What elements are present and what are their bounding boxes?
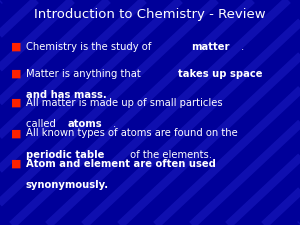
Text: ■: ■: [11, 128, 22, 138]
Text: ■: ■: [11, 159, 22, 169]
Text: ■: ■: [11, 69, 22, 79]
Text: called: called: [26, 119, 58, 129]
Text: atoms: atoms: [68, 119, 103, 129]
Text: .: .: [241, 42, 244, 52]
Text: periodic table: periodic table: [26, 150, 104, 160]
Text: and has mass.: and has mass.: [26, 90, 106, 100]
Text: Atom and element are often used: Atom and element are often used: [26, 159, 215, 169]
Text: matter: matter: [191, 42, 230, 52]
Text: takes up space: takes up space: [178, 69, 262, 79]
Text: ■: ■: [11, 42, 22, 52]
Text: synonymously.: synonymously.: [26, 180, 109, 190]
Text: of the elements.: of the elements.: [127, 150, 212, 160]
Text: ■: ■: [11, 98, 22, 108]
Text: Chemistry is the study of: Chemistry is the study of: [26, 42, 154, 52]
Text: All known types of atoms are found on the: All known types of atoms are found on th…: [26, 128, 237, 138]
Text: .: .: [113, 119, 116, 129]
Text: Matter is anything that: Matter is anything that: [26, 69, 143, 79]
Text: Introduction to Chemistry - Review: Introduction to Chemistry - Review: [34, 8, 266, 21]
Text: All matter is made up of small particles: All matter is made up of small particles: [26, 98, 222, 108]
